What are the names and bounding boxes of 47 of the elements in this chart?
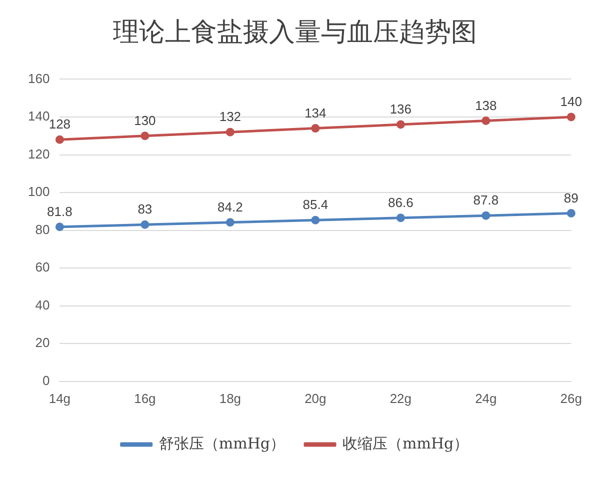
y-tick-label: 20 [35, 335, 50, 350]
x-tick-label: 16g [134, 390, 156, 406]
y-tick-label: 140 [28, 108, 50, 124]
point [140, 220, 150, 229]
data-label: 81.8 [47, 204, 72, 219]
y-tick-label: 120 [28, 146, 50, 162]
point [311, 216, 320, 224]
point [396, 120, 405, 129]
y-tick-label: 160 [28, 70, 50, 86]
data-label: 84.2 [218, 199, 243, 214]
x-tick-label: 20g [304, 390, 326, 406]
point [226, 218, 234, 227]
point [311, 124, 320, 133]
point [55, 135, 64, 144]
point [140, 132, 150, 140]
x-tick-label: 18g [219, 390, 242, 406]
x-tick-label: 22g [390, 390, 412, 406]
data-label: 138 [475, 98, 497, 113]
data-label: 136 [390, 102, 412, 117]
data-label: 86.6 [388, 194, 414, 210]
data-label: 132 [219, 109, 242, 124]
y-tick-label: 0 [42, 372, 50, 388]
x-tick-label: 24g [475, 390, 497, 406]
point [482, 211, 490, 220]
data-label: 83 [138, 202, 152, 217]
x-tick-label: 14g [48, 390, 71, 406]
point [566, 209, 576, 218]
data-label: 134 [304, 105, 326, 120]
y-tick-label: 80 [35, 222, 50, 237]
data-label: 128 [48, 116, 71, 132]
x-tick-label: 26g [560, 390, 582, 406]
point [396, 214, 405, 222]
data-label: 87.8 [473, 192, 499, 208]
data-label: 89 [564, 190, 578, 206]
data-label: 130 [134, 112, 156, 128]
chart-title: 理论上食盐摄入量与血压趋势图 [113, 17, 477, 48]
point [482, 116, 490, 126]
point [566, 112, 576, 122]
y-tick-label: 40 [35, 297, 50, 312]
legend-label: 收缩压（mmHg） [342, 434, 469, 452]
data-label: 85.4 [302, 197, 328, 212]
point [226, 128, 234, 136]
legend-label: 舒张压（mmHg） [158, 434, 286, 452]
y-tick-label: 100 [28, 184, 50, 200]
point [55, 222, 64, 232]
y-tick-label: 60 [35, 260, 50, 275]
data-label: 140 [560, 94, 582, 110]
